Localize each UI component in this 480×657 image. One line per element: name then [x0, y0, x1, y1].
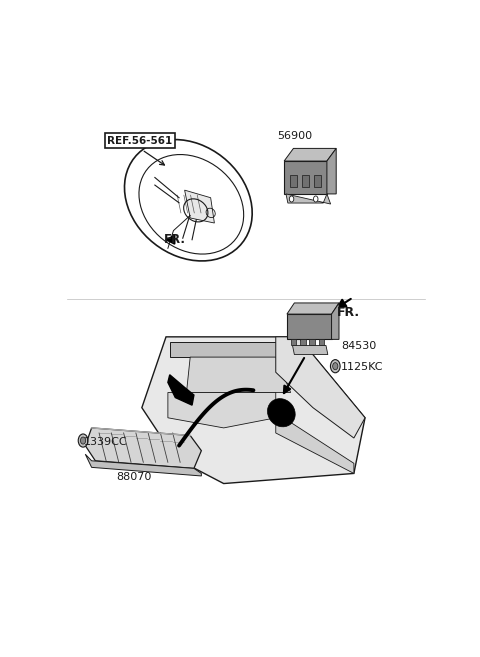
Text: 84530: 84530 [341, 341, 376, 351]
Polygon shape [142, 337, 365, 484]
Text: FR.: FR. [164, 233, 186, 246]
Polygon shape [186, 357, 290, 392]
Polygon shape [85, 428, 202, 468]
Text: 1339CC: 1339CC [84, 437, 128, 447]
Circle shape [333, 363, 338, 370]
Bar [301, 175, 309, 187]
Bar [287, 314, 332, 340]
Text: FR.: FR. [337, 306, 360, 319]
Text: 56900: 56900 [277, 131, 312, 141]
Circle shape [289, 196, 294, 202]
Text: 88070: 88070 [117, 472, 152, 482]
Bar [291, 339, 296, 346]
Text: REF.56-561: REF.56-561 [108, 135, 173, 146]
Polygon shape [168, 392, 276, 428]
Bar [319, 339, 324, 346]
Polygon shape [168, 374, 194, 405]
Ellipse shape [267, 399, 295, 427]
Polygon shape [286, 194, 331, 204]
Bar [300, 339, 306, 346]
Bar [309, 339, 315, 346]
Polygon shape [327, 148, 336, 194]
Bar [313, 175, 321, 187]
Polygon shape [170, 342, 276, 357]
Text: 1125KC: 1125KC [341, 362, 384, 373]
Polygon shape [292, 346, 328, 355]
Polygon shape [284, 148, 336, 161]
Bar [284, 161, 327, 194]
Polygon shape [185, 190, 215, 223]
Polygon shape [276, 413, 354, 474]
Polygon shape [85, 454, 202, 476]
Circle shape [78, 434, 88, 447]
Circle shape [313, 196, 318, 202]
Circle shape [330, 359, 340, 373]
Bar [290, 175, 297, 187]
Circle shape [81, 437, 85, 444]
Polygon shape [332, 303, 339, 340]
Polygon shape [287, 303, 339, 314]
Polygon shape [276, 337, 365, 438]
